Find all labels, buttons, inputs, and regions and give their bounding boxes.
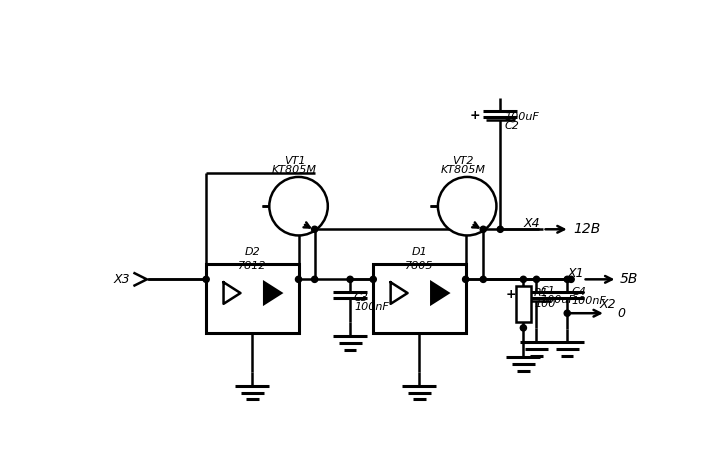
Text: 7805: 7805	[405, 261, 434, 271]
Polygon shape	[432, 282, 448, 304]
Text: 12B: 12B	[573, 222, 601, 236]
Circle shape	[564, 276, 570, 283]
Circle shape	[347, 276, 354, 283]
Circle shape	[463, 276, 469, 283]
Circle shape	[534, 276, 539, 283]
Text: D1: D1	[411, 247, 427, 257]
Circle shape	[497, 226, 503, 233]
Circle shape	[312, 226, 317, 233]
Circle shape	[370, 276, 376, 283]
Text: 100uF: 100uF	[504, 112, 539, 122]
Circle shape	[312, 276, 317, 283]
Text: 0: 0	[617, 307, 625, 320]
Text: +: +	[470, 109, 480, 122]
Circle shape	[521, 276, 526, 283]
Text: X2: X2	[599, 298, 616, 311]
Text: C1: C1	[540, 285, 555, 296]
Text: C4: C4	[571, 287, 586, 297]
Bar	[515, 285, 531, 322]
Circle shape	[480, 226, 487, 233]
Text: R1: R1	[534, 288, 549, 298]
Text: D2: D2	[244, 247, 260, 257]
Text: X4: X4	[523, 217, 540, 230]
Text: 7812: 7812	[238, 261, 267, 271]
Bar	[373, 264, 466, 333]
Text: VT1: VT1	[284, 156, 305, 166]
Circle shape	[480, 276, 487, 283]
Text: C3: C3	[354, 293, 369, 303]
Circle shape	[438, 177, 497, 235]
Text: C2: C2	[504, 121, 519, 132]
Circle shape	[269, 177, 328, 235]
Text: VT2: VT2	[453, 156, 474, 166]
Text: 100nF: 100nF	[354, 303, 389, 312]
Text: 100: 100	[534, 299, 555, 309]
Text: KT805M: KT805M	[441, 165, 486, 176]
Circle shape	[568, 276, 574, 283]
Text: +: +	[506, 288, 516, 301]
Circle shape	[296, 276, 301, 283]
Text: X3: X3	[114, 273, 130, 286]
Polygon shape	[264, 282, 281, 304]
Text: X1: X1	[568, 267, 584, 280]
Text: 100uF: 100uF	[540, 295, 575, 305]
Circle shape	[521, 325, 526, 331]
Text: KT805M: KT805M	[272, 165, 317, 176]
Circle shape	[203, 276, 209, 283]
Bar	[206, 264, 299, 333]
Circle shape	[564, 310, 570, 316]
Text: 100nF: 100nF	[571, 296, 606, 306]
Text: 5B: 5B	[620, 272, 638, 286]
